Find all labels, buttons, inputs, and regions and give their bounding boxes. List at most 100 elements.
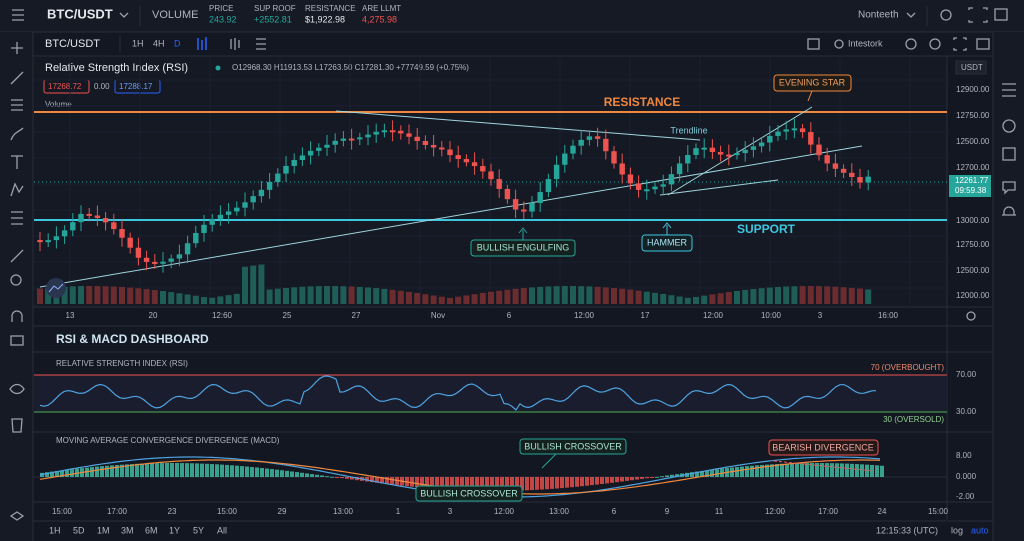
range-button[interactable]: 1M — [97, 525, 110, 535]
time-label: 17:00 — [818, 507, 839, 516]
candle-body — [512, 199, 519, 210]
candle-body — [168, 258, 174, 262]
watchlist-icon[interactable] — [1002, 83, 1016, 97]
zoom-tool[interactable] — [10, 274, 22, 286]
price-axis-label: 12750.00 — [956, 240, 990, 249]
layout-icon[interactable] — [807, 38, 820, 50]
candle-icon[interactable] — [230, 38, 240, 50]
indicator-menu[interactable]: Intestork — [848, 38, 883, 48]
macd-histogram — [790, 463, 794, 477]
macd-histogram — [115, 464, 119, 477]
candle-body — [668, 174, 675, 185]
candle-body — [275, 173, 281, 182]
settings-icon[interactable] — [940, 9, 952, 21]
ruler-tool[interactable] — [10, 249, 24, 263]
indicators-icon[interactable] — [256, 38, 266, 50]
rsi-axis-label: 30.00 — [956, 407, 977, 416]
mode[interactable]: VOLUME — [152, 9, 198, 21]
pane-title: Relative Strength Index (RSI) — [45, 62, 188, 74]
delete-tool[interactable] — [11, 418, 23, 433]
volume-bar — [840, 287, 847, 304]
interval[interactable]: 1H — [132, 38, 144, 48]
refresh-icon[interactable] — [929, 38, 941, 50]
chart-type-icon[interactable] — [197, 37, 207, 50]
chevron[interactable] — [906, 12, 916, 18]
lock-tool[interactable] — [10, 335, 24, 346]
macd-histogram — [580, 477, 584, 487]
prediction-tool[interactable] — [11, 211, 23, 225]
macd-histogram — [305, 473, 309, 477]
range-button[interactable]: 1Y — [169, 525, 180, 535]
time-axis: 13 20 12:60 25 27 Nov 6 12:00 17 12:00 10:00 3 16:00 — [66, 311, 899, 320]
range-button[interactable]: 5Y — [193, 525, 204, 535]
volume-bar — [332, 286, 339, 304]
macd-histogram — [315, 474, 319, 477]
time-label: 17:00 — [107, 507, 128, 516]
camera-icon[interactable] — [976, 38, 990, 50]
volume-bar — [619, 288, 626, 304]
macd-histogram — [180, 463, 184, 477]
macd-histogram — [695, 471, 699, 477]
macd-histogram — [590, 477, 594, 486]
chat-icon[interactable] — [1002, 181, 1016, 195]
volume-bar — [381, 288, 388, 304]
indicator-icon[interactable] — [834, 39, 844, 49]
pattern-tool[interactable] — [10, 182, 24, 197]
candle-body — [184, 243, 191, 255]
volume-bar — [201, 297, 207, 304]
macd-histogram — [170, 463, 174, 477]
macd-histogram — [770, 464, 774, 477]
candle-body — [266, 181, 273, 190]
alert-icon[interactable] — [1002, 119, 1016, 133]
interval[interactable]: D — [174, 38, 181, 48]
axis-settings[interactable] — [966, 311, 976, 321]
chevron[interactable] — [119, 12, 129, 18]
range-button[interactable]: 1H — [49, 525, 61, 535]
account[interactable]: Nonteeth — [858, 10, 899, 21]
macd-histogram — [815, 463, 819, 477]
macd-histogram — [365, 477, 369, 482]
range-button[interactable]: All — [217, 525, 227, 535]
pane-title: RELATIVE STRENGTH INDEX (RSI) — [56, 359, 188, 368]
macd-histogram — [195, 463, 199, 477]
range-button[interactable]: 5D — [73, 525, 85, 535]
candle-body — [545, 179, 552, 193]
fullscreen-icon[interactable] — [968, 7, 988, 23]
macd-histogram — [825, 463, 829, 477]
crosshair-tool[interactable] — [11, 42, 23, 54]
data-icon[interactable] — [1002, 147, 1016, 161]
symbol[interactable]: BTC/USDT — [47, 6, 113, 21]
annotation-pointer — [518, 227, 528, 240]
auto-toggle[interactable]: auto — [971, 525, 989, 535]
volume-bar — [750, 289, 757, 304]
macd-histogram — [250, 467, 254, 477]
brush-tool[interactable] — [10, 127, 24, 141]
chart-symbol[interactable]: BTC/USDT — [45, 38, 100, 50]
volume-bar — [570, 286, 576, 304]
fib-tool[interactable] — [11, 99, 23, 111]
fullscreen-icon[interactable] — [953, 37, 967, 51]
range-button[interactable]: 6M — [145, 525, 158, 535]
settings-icon[interactable] — [905, 38, 917, 50]
text-tool[interactable] — [11, 155, 23, 169]
trendline — [39, 145, 863, 288]
candle-body — [594, 136, 601, 139]
log-toggle[interactable]: log — [951, 525, 963, 535]
candle-body — [480, 166, 486, 172]
interval[interactable]: 4H — [153, 38, 165, 48]
magnet-tool[interactable] — [11, 310, 23, 322]
candle-body — [225, 211, 232, 215]
notification-icon[interactable] — [1002, 206, 1016, 216]
menu-icon[interactable] — [12, 9, 24, 21]
trendline-tool[interactable] — [10, 71, 24, 85]
volume-bar — [775, 286, 781, 304]
volume-bar — [488, 291, 494, 304]
layers-tool[interactable] — [9, 511, 25, 521]
visibility-tool[interactable] — [9, 383, 25, 395]
screenshot-icon[interactable] — [994, 8, 1008, 21]
last-price-box — [949, 175, 991, 197]
stat-label: RESISTANCE — [305, 4, 356, 13]
range-button[interactable]: 3M — [121, 525, 134, 535]
candle-body — [143, 257, 150, 262]
candle-body — [176, 254, 183, 259]
